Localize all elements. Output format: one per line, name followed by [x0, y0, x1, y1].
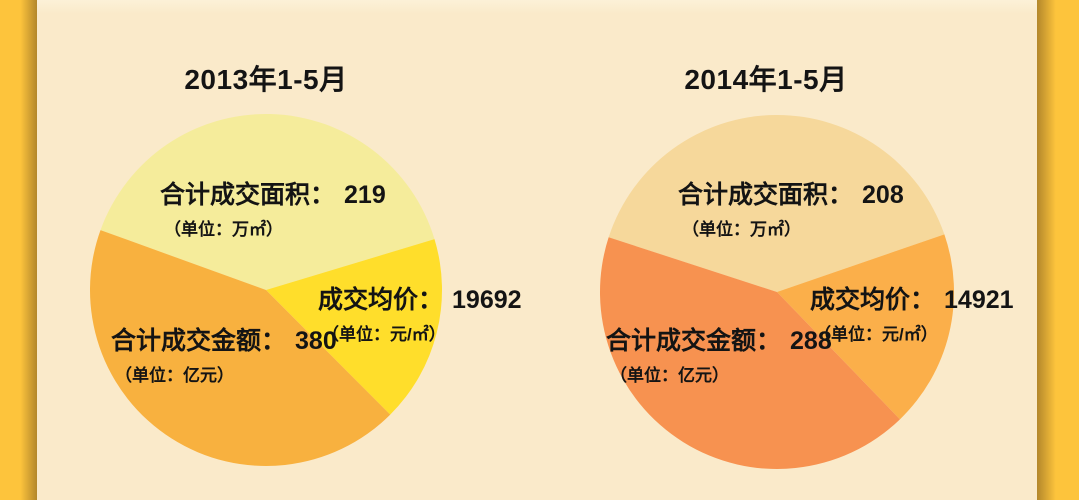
label-2014-avg-price-value: 14921	[944, 286, 1014, 314]
label-2014-total-area-unit: （单位：万㎡）	[682, 219, 801, 239]
label-2014-avg-price-main: 成交均价： 14921	[810, 286, 1014, 315]
label-2013-total-amount-unit: （单位：亿元）	[115, 365, 234, 385]
label-2013-total-amount: 合计成交金额： 380 （单位：亿元）	[111, 327, 337, 386]
label-2014-total-amount-value: 288	[790, 327, 832, 355]
label-2013-total-area-name: 合计成交面积：	[160, 181, 336, 209]
label-2014-total-amount: 合计成交金额： 288 （单位：亿元）	[606, 327, 832, 386]
label-2014-total-area-name: 合计成交面积：	[678, 181, 854, 209]
label-2014-total-amount-unit: （单位：亿元）	[610, 365, 729, 385]
right-border-strip	[1037, 0, 1079, 500]
pie-2014-slice-avg-price	[777, 234, 955, 420]
label-2014-avg-price-name: 成交均价：	[810, 286, 936, 314]
label-2014-total-area: 合计成交面积： 208 （单位：万㎡）	[678, 181, 904, 240]
label-2013-avg-price-main: 成交均价： 19692	[318, 286, 522, 315]
label-2013-avg-price: 成交均价： 19692 （单位：元/㎡）	[318, 286, 522, 345]
label-2014-total-area-value: 208	[862, 181, 904, 209]
label-2013-total-amount-name: 合计成交金额：	[111, 327, 287, 355]
label-2013-total-amount-main: 合计成交金额： 380	[111, 327, 337, 356]
pie-2013-slice-avg-price	[266, 239, 443, 415]
label-2013-total-area: 合计成交面积： 219 （单位：万㎡）	[160, 181, 386, 240]
pie-2013-slice-total-amount	[89, 230, 391, 466]
pie-2013-title: 2013年1-5月	[184, 64, 348, 95]
left-border-strip	[0, 0, 37, 500]
label-2014-total-amount-name: 合计成交金额：	[606, 327, 782, 355]
pie-2014-slice-total-amount	[599, 237, 900, 469]
label-2014-avg-price-unit: （单位：元/㎡）	[814, 324, 938, 344]
pie-2013-slice-total-area	[100, 113, 435, 291]
pie-2014-slice-total-area	[608, 114, 945, 292]
label-2013-total-area-main: 合计成交面积： 219	[160, 181, 386, 210]
label-2013-avg-price-value: 19692	[452, 286, 522, 314]
label-2013-total-area-unit: （单位：万㎡）	[164, 219, 283, 239]
label-2014-total-amount-main: 合计成交金额： 288	[606, 327, 832, 356]
label-2013-avg-price-name: 成交均价：	[318, 286, 444, 314]
pie-2014-title: 2014年1-5月	[684, 64, 848, 95]
label-2014-total-area-main: 合计成交面积： 208	[678, 181, 904, 210]
label-2014-avg-price: 成交均价： 14921 （单位：元/㎡）	[810, 286, 1014, 345]
label-2013-avg-price-unit: （单位：元/㎡）	[322, 324, 446, 344]
label-2013-total-area-value: 219	[344, 181, 386, 209]
label-2013-total-amount-value: 380	[295, 327, 337, 355]
